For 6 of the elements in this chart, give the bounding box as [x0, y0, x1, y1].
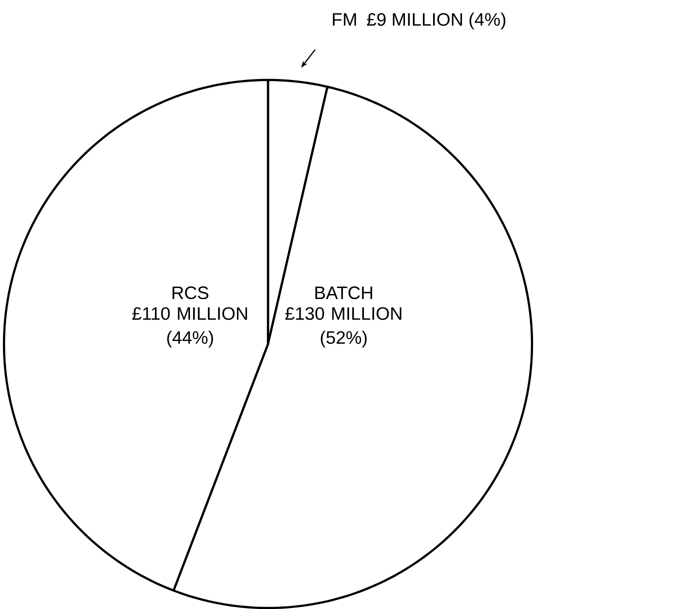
slice-label: RCS — [172, 286, 208, 300]
data-label: £110 MILLION (44%) — [132, 307, 248, 348]
data-label: £130 MILLION (52%) — [285, 307, 402, 348]
slice-label: BATCH — [315, 286, 372, 300]
slice-label: FM — [332, 13, 356, 26]
data-label: £9 MILLION (4%) — [366, 12, 506, 30]
